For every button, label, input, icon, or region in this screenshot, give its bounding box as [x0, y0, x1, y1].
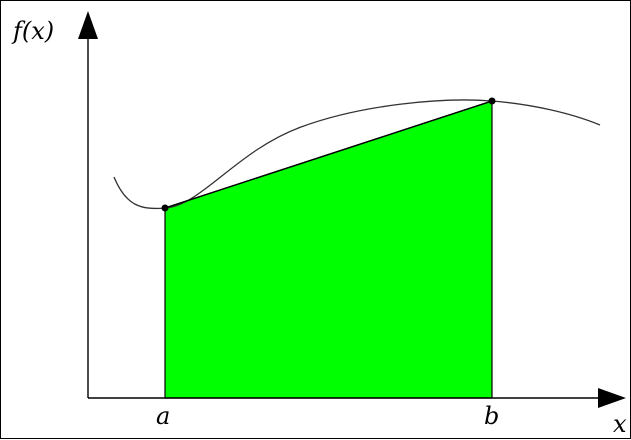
point-b-label: b: [484, 402, 499, 430]
point-b-marker: [488, 97, 496, 105]
y-axis-label: f(x): [11, 17, 54, 45]
x-axis-arrowhead: [598, 388, 626, 408]
secant-line: [164, 100, 493, 209]
function-curve: [113, 99, 601, 210]
trapezoid-area: [164, 100, 493, 399]
point-a-marker: [161, 204, 169, 212]
y-axis-arrowhead: [78, 11, 98, 39]
point-a-label: a: [156, 402, 170, 430]
x-axis-label: x: [613, 410, 627, 438]
